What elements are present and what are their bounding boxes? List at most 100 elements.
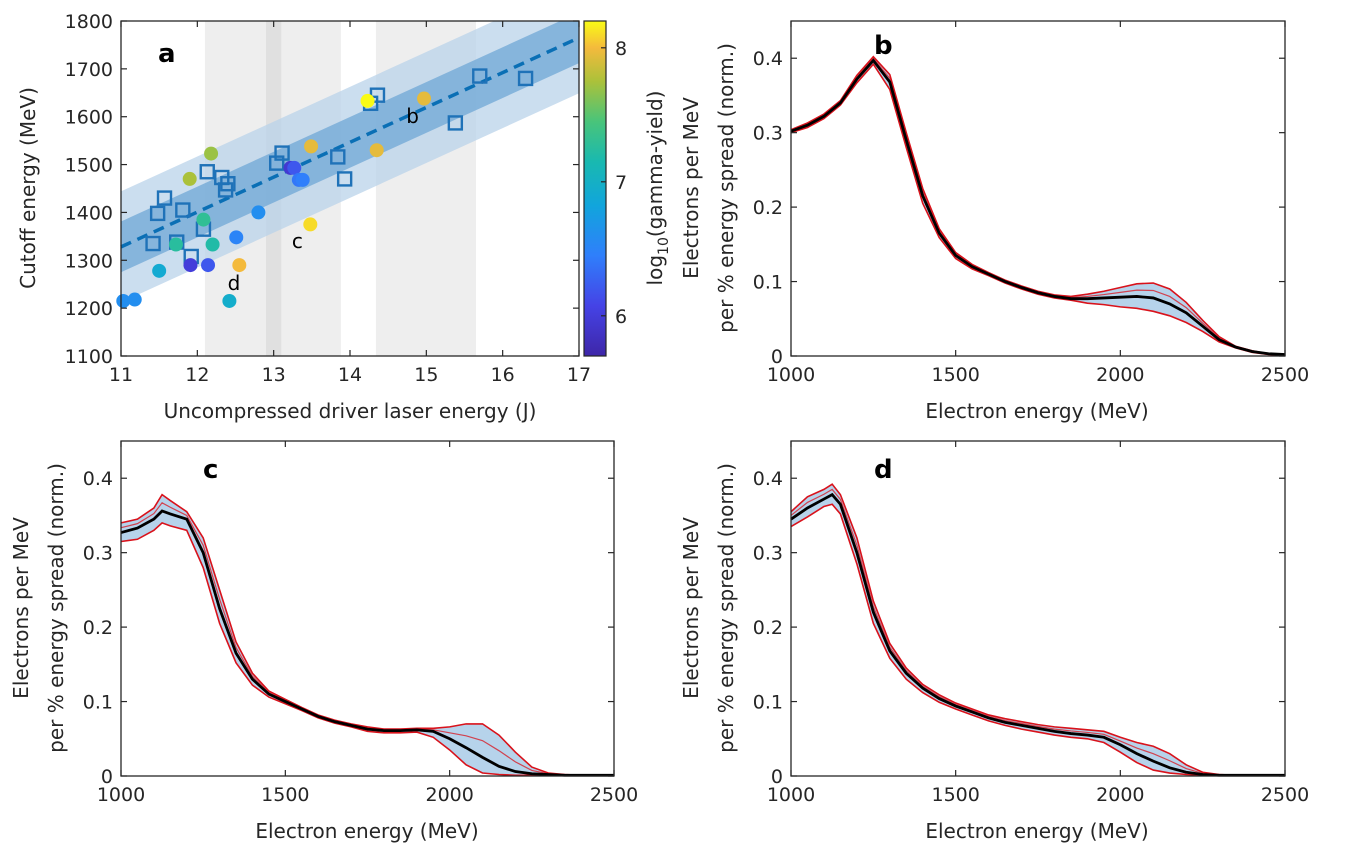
panel-b-x-tick-label: 2500 xyxy=(1261,364,1309,386)
square-marker xyxy=(517,70,534,87)
panel-a-x-tick-label: 14 xyxy=(338,364,362,386)
panel-d-mean-line xyxy=(790,492,1285,777)
panel-a-y-axis-label: Cutoff energy (MeV) xyxy=(16,87,40,289)
panel-b-axes-box xyxy=(790,20,1286,357)
panel-a-label: a xyxy=(158,39,176,69)
square-marker xyxy=(274,145,290,161)
panel-b-spectrum: 1000 1500 2000 2500 0 0.1 0.2 0.3 0.4 b Electron… xyxy=(679,20,1309,423)
panel-b-spread-area xyxy=(791,56,1285,356)
panel-d-x-tick-label: 2000 xyxy=(1096,784,1144,806)
panel-d-y-tick-label: 0 xyxy=(771,766,783,788)
panel-d-spectrum: 1000 1500 2000 2500 0 0.1 0.2 0.3 0.4 d Electron… xyxy=(679,440,1309,843)
panel-c-y-axis-label-line1: Electrons per MeV xyxy=(9,517,33,699)
panel-b-x-axis-label: Electron energy (MeV) xyxy=(925,399,1148,423)
panel-d-axes-box xyxy=(790,440,1286,777)
panel-c-lower-line xyxy=(120,521,614,777)
square-marker xyxy=(330,149,346,165)
panel-a-y-tick-label: 1800 xyxy=(65,11,113,33)
circle-marker xyxy=(168,237,183,252)
confidence-bands xyxy=(121,21,579,303)
panel-d-y-axis-label-line2: per % energy spread (norm.) xyxy=(714,463,738,753)
panel-b-y-axis-label-line2: per % energy spread (norm.) xyxy=(714,43,738,333)
fit-line xyxy=(120,36,580,249)
panel-b-x-tick-label: 1000 xyxy=(767,364,815,386)
colorbar-ticks: 6 7 8 xyxy=(601,38,627,328)
square-marker xyxy=(149,205,166,222)
panel-c-ticks: 1000 1500 2000 2500 0 0.1 0.2 0.3 0.4 xyxy=(83,441,638,806)
circle-marker xyxy=(205,237,220,252)
annotation-d: d xyxy=(228,271,241,295)
annotation-c: c xyxy=(292,229,303,253)
panel-d-y-tick-label: 0.4 xyxy=(753,468,783,490)
panel-b-y-tick-label: 0.1 xyxy=(753,272,783,294)
panel-b-y-tick-label: 0.3 xyxy=(753,123,783,145)
panel-d-plot-area xyxy=(790,483,1285,777)
panel-a-x-tick-label: 12 xyxy=(185,364,209,386)
panel-a-y-tick-label: 1200 xyxy=(65,298,113,320)
panel-d-x-tick-label: 2500 xyxy=(1261,784,1309,806)
panel-b-y-axis-label-line1: Electrons per MeV xyxy=(679,97,703,279)
square-marker xyxy=(336,171,353,187)
panel-c-spread-area xyxy=(121,494,614,776)
panel-c-y-tick-label: 0.2 xyxy=(83,617,113,639)
colorbar-tick-label: 6 xyxy=(615,306,627,328)
panel-b-label: b xyxy=(874,31,893,61)
panel-a-ticks: 11 12 13 14 15 16 17 1100 1200 1300 1400 1500 1600 17… xyxy=(65,11,591,386)
panel-c-x-tick-label: 1000 xyxy=(97,784,145,806)
panel-a-scatter: b c d 11 12 13 14 15 16 17 1100 1200 1300 1400 1500 16… xyxy=(16,11,672,423)
panel-b-ticks: 1000 1500 2000 2500 0 0.1 0.2 0.3 0.4 xyxy=(753,21,1309,386)
circle-marker xyxy=(287,160,302,175)
panel-c-y-tick-label: 0 xyxy=(101,766,113,788)
square-marker xyxy=(472,68,488,84)
panel-b-y-tick-label: 0.4 xyxy=(753,48,783,70)
panel-c-y-tick-label: 0.4 xyxy=(83,468,113,490)
panel-c-y-tick-label: 0.1 xyxy=(83,692,113,714)
fit-line-group xyxy=(120,36,580,249)
circle-marker xyxy=(183,258,198,273)
panel-d-upper-line xyxy=(790,483,1285,777)
point-annotations: b c d xyxy=(228,104,419,295)
panel-a-y-tick-label: 1100 xyxy=(65,346,113,368)
panel-c-upper-line xyxy=(120,493,614,777)
panel-a-y-tick-label: 1500 xyxy=(65,155,113,177)
panel-c-y-axis-label-line2: per % energy spread (norm.) xyxy=(44,463,68,753)
circle-marker xyxy=(229,230,244,245)
panel-b-y-tick-label: 0 xyxy=(771,346,783,368)
panel-b-x-tick-label: 2000 xyxy=(1096,364,1144,386)
square-marker xyxy=(220,176,236,192)
panel-d-x-axis-label: Electron energy (MeV) xyxy=(925,819,1148,843)
panel-c-x-tick-label: 1500 xyxy=(261,784,309,806)
circle-marker xyxy=(232,258,247,273)
panel-a-x-tick-label: 13 xyxy=(262,364,286,386)
square-marker xyxy=(156,190,173,206)
square-marker xyxy=(199,164,215,180)
panel-b-plot-area xyxy=(790,55,1286,357)
panel-d-lower-line xyxy=(790,503,1285,777)
circle-marker xyxy=(152,263,167,278)
circle-marker xyxy=(127,292,142,307)
panel-a-y-tick-label: 1700 xyxy=(65,59,113,81)
circle-marker xyxy=(204,146,219,161)
panel-a-x-tick-label: 11 xyxy=(109,364,133,386)
panel-d-label: d xyxy=(874,455,893,485)
panel-c-x-axis-label: Electron energy (MeV) xyxy=(255,819,478,843)
panel-d-ticks: 1000 1500 2000 2500 0 0.1 0.2 0.3 0.4 xyxy=(753,441,1309,806)
circle-marker xyxy=(116,293,131,308)
circle-markers xyxy=(116,91,432,308)
panel-d-x-tick-label: 1500 xyxy=(931,784,979,806)
circle-marker xyxy=(295,172,310,187)
circle-marker xyxy=(222,293,237,308)
panel-b-upper-line xyxy=(790,55,1286,356)
square-marker xyxy=(145,235,161,252)
panel-c-x-tick-label: 2000 xyxy=(425,784,473,806)
panel-d-y-tick-label: 0.1 xyxy=(753,692,783,714)
panel-b-lower-line xyxy=(790,62,1286,357)
panel-c-x-tick-label: 2500 xyxy=(590,784,638,806)
panel-c-mean-line xyxy=(120,509,614,777)
panel-a-y-tick-label: 1600 xyxy=(65,107,113,129)
panel-d-y-tick-label: 0.3 xyxy=(753,543,783,565)
square-marker xyxy=(175,202,191,218)
circle-marker xyxy=(417,91,432,106)
circle-marker xyxy=(303,217,318,232)
